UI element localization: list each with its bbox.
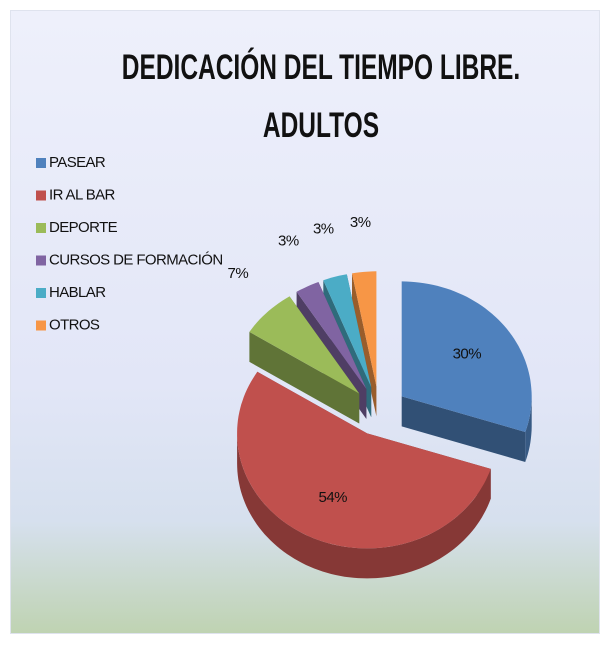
pie-slice (249, 296, 360, 394)
value-label: 3% (313, 220, 334, 237)
value-label: 3% (350, 214, 371, 231)
value-label: 7% (228, 265, 249, 282)
legend-swatch (36, 255, 46, 266)
legend-swatch (36, 190, 46, 201)
legend-swatch (36, 158, 46, 168)
pie-tops (237, 271, 532, 549)
slice-radial-wall (352, 273, 377, 417)
pie-slice (323, 274, 372, 388)
pie-slice (237, 371, 491, 549)
value-label: 3% (278, 233, 299, 250)
legend-swatch (36, 320, 46, 331)
legend-label: HABLAR (49, 284, 106, 301)
chart: PASEAR IR AL BAR DEPORTE CURSOS DE FORMACIÓ… (36, 154, 532, 579)
legend-swatch (36, 223, 46, 233)
slice-outer-wall (237, 433, 491, 579)
legend-swatch (36, 288, 46, 298)
slice-outer-wall (525, 396, 532, 462)
legend-label: CURSOS DE FORMACIÓN (49, 251, 223, 268)
chart-area: DEDICACIÓN DEL TIEMPO LIBRE. ADULTOS PAS… (10, 10, 600, 634)
value-label: 54% (318, 489, 347, 506)
pie-slice (401, 281, 532, 432)
legend-label: PASEAR (49, 154, 106, 171)
slice-radial-wall (401, 396, 526, 462)
chart-title: DEDICACIÓN DEL TIEMPO LIBRE. ADULTOS (121, 48, 521, 145)
pie-slice (352, 271, 377, 387)
pie-slice (296, 282, 367, 389)
value-label: 30% (453, 346, 482, 363)
legend-label: OTROS (49, 316, 100, 333)
legend-label: IR AL BAR (49, 186, 116, 203)
slice-radial-wall (249, 331, 360, 424)
legend-label: DEPORTE (49, 219, 118, 236)
